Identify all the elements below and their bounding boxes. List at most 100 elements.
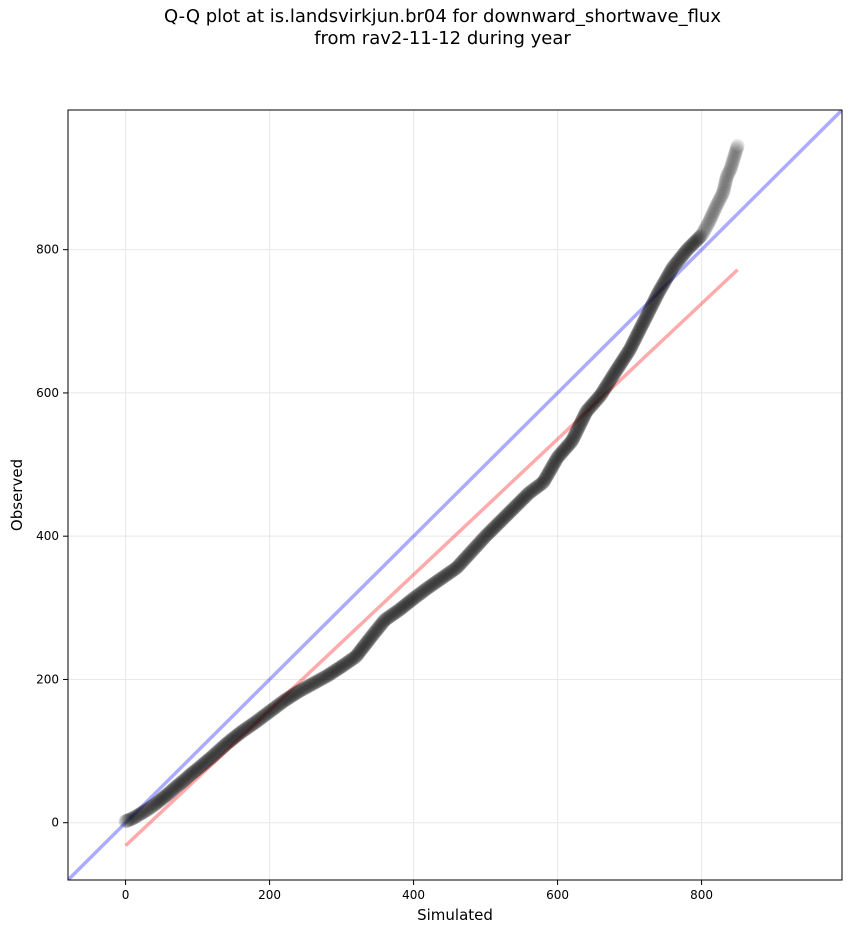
quantile-point	[469, 538, 484, 553]
quantile-point	[721, 166, 736, 181]
quantile-point	[554, 445, 569, 460]
quantile-point	[647, 294, 662, 309]
quantile-point	[654, 280, 669, 295]
quantile-point	[282, 690, 297, 705]
quantile-point	[620, 345, 635, 360]
quantile-point	[597, 382, 612, 397]
quantile-point	[617, 350, 632, 365]
quantile-point	[187, 764, 201, 779]
quantile-point	[273, 696, 288, 711]
quantile-point	[638, 311, 653, 326]
quantile-point	[390, 603, 405, 618]
quantile-point	[557, 442, 572, 457]
quantile-point	[664, 263, 679, 278]
quantile-point	[710, 196, 725, 211]
quantile-point	[644, 298, 659, 313]
quantile-point	[656, 277, 671, 292]
quantile-point	[269, 699, 284, 714]
quantile-point	[702, 214, 717, 229]
x-tick-label: 600	[546, 888, 569, 902]
quantile-point	[324, 666, 339, 681]
quantile-point	[620, 346, 635, 361]
quantile-point	[487, 520, 502, 535]
quantile-point	[173, 776, 188, 791]
quantile-point	[262, 704, 277, 719]
quantile-point	[662, 266, 677, 281]
quantile-point	[397, 599, 411, 614]
quantile-point	[261, 705, 276, 720]
x-tick-label: 400	[402, 888, 425, 902]
quantile-point	[565, 433, 579, 448]
quantile-point	[720, 168, 735, 183]
quantile-point	[540, 468, 555, 483]
quantile-point	[185, 765, 200, 780]
quantile-point	[641, 305, 656, 320]
quantile-point	[648, 291, 663, 306]
quantile-point	[649, 289, 664, 304]
quantile-point	[556, 443, 571, 458]
quantile-point	[528, 481, 543, 496]
quantile-point	[280, 691, 295, 706]
quantile-point	[443, 565, 458, 580]
quantile-point	[575, 411, 590, 426]
quantile-point	[719, 172, 734, 187]
quantile-point	[723, 162, 738, 177]
quantile-point	[588, 393, 603, 408]
quantile-point	[358, 637, 373, 652]
quantile-point	[455, 554, 470, 569]
quantile-point	[373, 618, 388, 633]
quantile-point	[473, 535, 488, 550]
quantile-point	[240, 720, 255, 735]
quantile-point	[697, 224, 711, 239]
quantile-point	[718, 174, 733, 189]
quantile-point	[634, 318, 649, 333]
quantile-point	[631, 325, 646, 340]
quantile-point	[713, 191, 728, 206]
quantile-point	[619, 348, 634, 363]
quantile-point	[263, 703, 278, 718]
quantile-point	[248, 715, 263, 730]
quantile-point	[145, 798, 160, 813]
quantile-point	[288, 686, 303, 701]
quantile-point	[608, 365, 623, 380]
quantile-point	[196, 756, 211, 771]
quantile-point	[428, 575, 443, 590]
quantile-point	[365, 628, 380, 643]
quantile-point	[693, 229, 708, 244]
quantile-point	[603, 371, 618, 386]
quantile-point	[388, 605, 403, 620]
quantile-point	[155, 791, 170, 806]
quantile-point	[203, 750, 218, 765]
quantile-point	[346, 651, 361, 666]
quantile-point	[583, 399, 598, 414]
quantile-point	[148, 796, 163, 811]
quantile-point	[399, 597, 414, 612]
quantile-point	[677, 246, 692, 261]
quantile-point	[325, 665, 340, 680]
quantile-point	[265, 702, 280, 717]
quantile-point	[233, 725, 248, 740]
quantile-point	[601, 375, 616, 390]
quantile-point	[655, 278, 670, 293]
quantile-point	[209, 745, 224, 760]
quantile-point	[127, 810, 142, 825]
quantile-point	[719, 169, 734, 184]
quantile-point	[223, 734, 237, 749]
quantile-point	[660, 270, 675, 285]
quantile-point	[598, 381, 613, 396]
y-axis-label: Observed	[8, 459, 26, 531]
quantile-point	[692, 230, 707, 245]
quantile-point	[161, 786, 176, 801]
quantile-point	[484, 523, 499, 538]
quantile-point	[624, 338, 639, 353]
quantile-point	[639, 308, 654, 323]
quantile-point	[579, 404, 594, 419]
quantile-point	[419, 581, 434, 596]
quantile-point	[444, 564, 459, 579]
quantile-point	[562, 436, 577, 451]
quantile-point	[120, 813, 135, 828]
quantile-point	[512, 495, 527, 510]
quantile-point	[334, 659, 349, 674]
quantile-point	[544, 461, 559, 476]
quantile-point	[506, 501, 521, 516]
